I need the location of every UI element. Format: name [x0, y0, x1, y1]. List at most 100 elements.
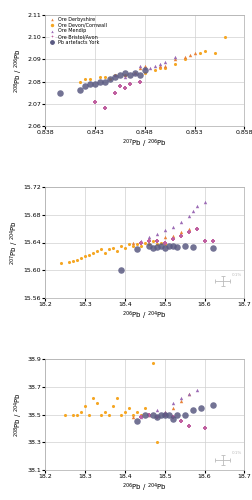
Point — [98, 73, 102, 81]
Point — [143, 62, 147, 70]
Point — [163, 408, 167, 416]
Point — [179, 396, 183, 404]
Point — [211, 244, 215, 252]
Point — [127, 404, 131, 411]
Point — [143, 410, 147, 418]
Point — [107, 246, 111, 254]
Point — [183, 410, 187, 418]
Point — [131, 238, 135, 246]
Point — [203, 424, 207, 432]
Point — [163, 408, 167, 416]
Point — [159, 410, 163, 418]
Point — [195, 202, 199, 210]
Point — [188, 51, 192, 59]
Point — [147, 410, 151, 418]
Point — [159, 238, 163, 246]
Point — [148, 64, 152, 72]
Point — [127, 240, 131, 248]
Point — [147, 233, 151, 241]
Point — [118, 71, 122, 79]
X-axis label: $^{206}$Pb / $^{204}$Pb: $^{206}$Pb / $^{204}$Pb — [122, 310, 167, 322]
Point — [171, 414, 175, 422]
Point — [99, 246, 103, 254]
Point — [88, 76, 92, 84]
Point — [147, 235, 151, 243]
Point — [151, 244, 155, 252]
Point — [99, 410, 103, 418]
Point — [71, 410, 75, 418]
Point — [191, 244, 195, 252]
Point — [135, 246, 139, 254]
Point — [155, 237, 159, 245]
Point — [139, 238, 143, 246]
Point — [103, 249, 107, 257]
Point — [98, 78, 102, 86]
Point — [118, 82, 122, 90]
Point — [155, 240, 159, 248]
Point — [179, 232, 183, 239]
Point — [107, 410, 111, 418]
Point — [163, 410, 167, 418]
Point — [167, 242, 171, 250]
Point — [183, 53, 187, 61]
Point — [78, 78, 82, 86]
Point — [163, 410, 167, 418]
Point — [155, 414, 159, 422]
Point — [75, 410, 79, 418]
Point — [113, 71, 117, 79]
Point — [223, 33, 227, 41]
Point — [143, 64, 147, 72]
Point — [139, 237, 143, 245]
Point — [139, 242, 143, 250]
Point — [135, 240, 139, 248]
Point — [155, 438, 159, 446]
Point — [108, 76, 112, 84]
Point — [187, 422, 191, 430]
Point — [91, 394, 95, 402]
Point — [123, 244, 127, 252]
Point — [151, 410, 155, 418]
Point — [83, 82, 87, 90]
Point — [187, 390, 191, 398]
Point — [203, 46, 207, 54]
Point — [83, 402, 87, 410]
Point — [167, 410, 171, 418]
X-axis label: $^{207}$Pb / $^{206}$Pb: $^{207}$Pb / $^{206}$Pb — [122, 138, 167, 150]
Point — [143, 404, 147, 411]
Point — [203, 237, 207, 245]
Point — [108, 76, 112, 84]
Point — [139, 414, 143, 422]
Point — [173, 60, 177, 68]
Point — [163, 62, 167, 70]
Point — [58, 88, 62, 96]
Point — [75, 256, 79, 264]
Point — [163, 244, 167, 252]
Point — [138, 71, 142, 79]
Point — [151, 359, 155, 367]
Point — [198, 48, 202, 56]
Point — [123, 71, 127, 79]
Point — [158, 60, 162, 68]
Point — [131, 410, 135, 418]
Point — [155, 244, 159, 252]
Point — [171, 232, 175, 239]
Point — [163, 226, 167, 234]
Point — [179, 418, 183, 426]
Point — [67, 258, 71, 266]
Point — [123, 68, 127, 76]
Point — [63, 410, 67, 418]
Point — [199, 404, 203, 411]
Point — [138, 64, 142, 72]
Point — [115, 394, 119, 402]
Point — [191, 208, 195, 216]
Point — [187, 224, 191, 232]
Point — [135, 408, 139, 416]
Point — [143, 238, 147, 246]
Point — [128, 80, 132, 88]
Point — [87, 251, 91, 259]
Point — [203, 198, 207, 206]
Point — [131, 242, 135, 250]
Point — [103, 104, 107, 112]
Point — [79, 254, 83, 262]
Point — [135, 418, 139, 426]
